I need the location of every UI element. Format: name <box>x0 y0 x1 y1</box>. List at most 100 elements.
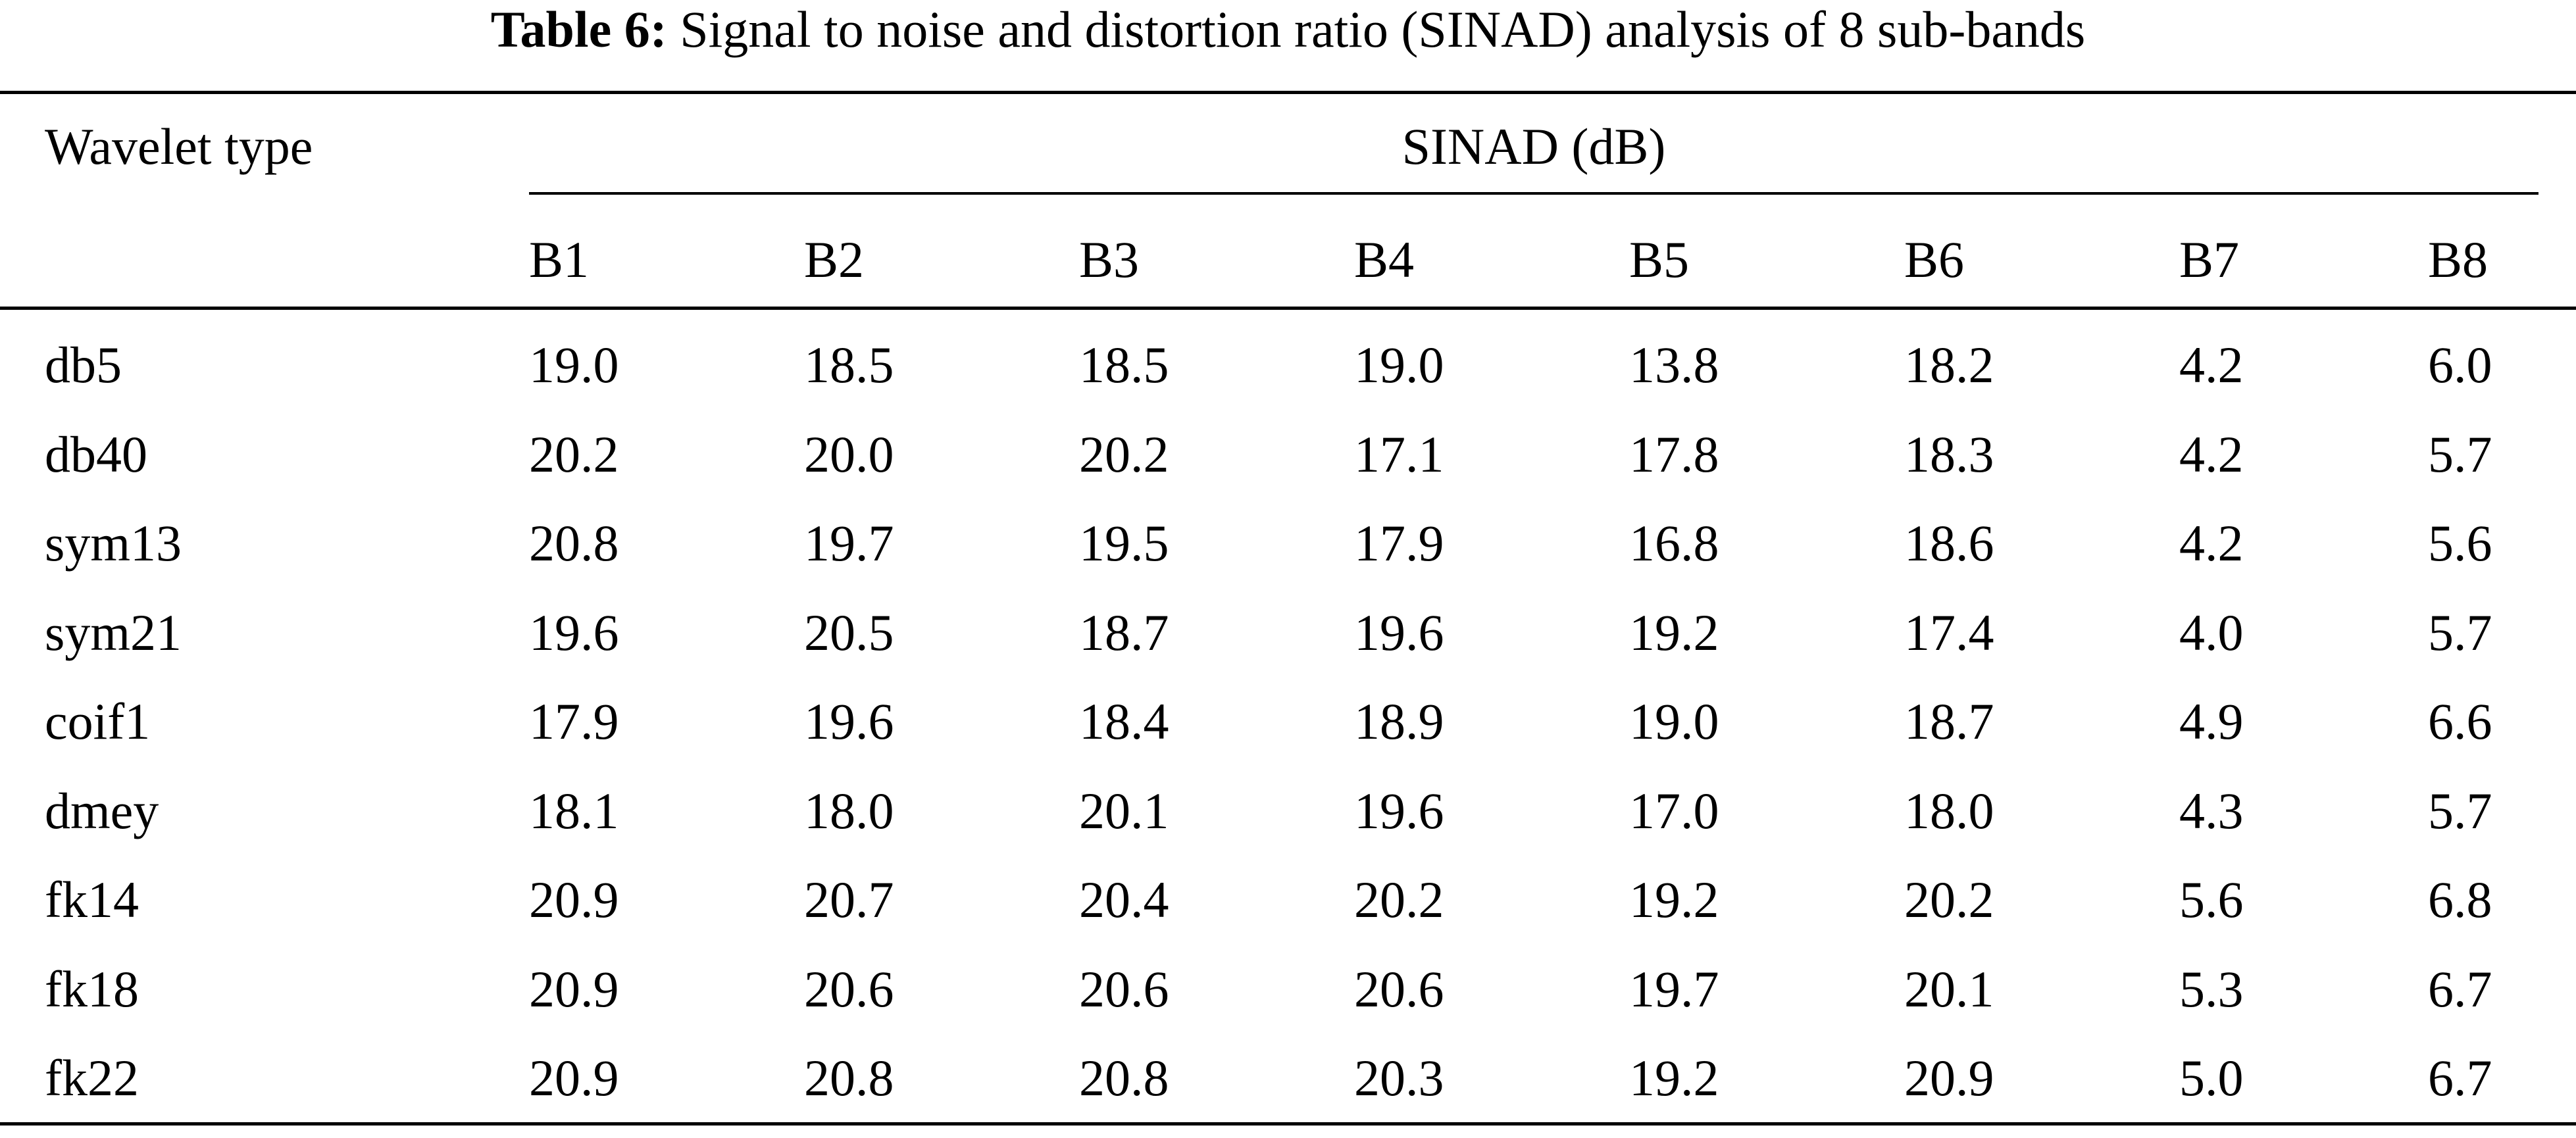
sinad-value-cell: 20.8 <box>1079 1049 1169 1106</box>
sinad-value-cell: 18.5 <box>804 336 894 393</box>
sinad-value-cell: 18.7 <box>1904 693 1994 750</box>
caption-label: Table 6: <box>490 1 667 58</box>
table-row: coif1 17.9 19.6 18.4 18.9 19.0 18.7 4.9 6.6 <box>0 692 2576 781</box>
sinad-value-cell: 5.0 <box>2179 1049 2244 1106</box>
sinad-value-cell: 18.3 <box>1904 425 1994 483</box>
sinad-value-cell: 5.6 <box>2428 514 2492 572</box>
sinad-value-cell: 5.3 <box>2179 960 2244 1018</box>
sinad-value-cell: 6.6 <box>2428 693 2492 750</box>
band-header-b4: B4 <box>1354 231 1415 288</box>
sinad-value-cell: 20.8 <box>804 1049 894 1106</box>
sinad-value-cell: 19.0 <box>1354 336 1444 393</box>
sinad-value-cell: 5.6 <box>2179 871 2244 928</box>
sinad-value-cell: 19.2 <box>1629 1049 1719 1106</box>
sinad-value-cell: 6.7 <box>2428 960 2492 1018</box>
sinad-value-cell: 20.2 <box>1904 871 1994 928</box>
sinad-value-cell: 20.2 <box>1354 871 1444 928</box>
band-header-b7: B7 <box>2179 231 2240 288</box>
sinad-value-cell: 20.6 <box>1079 960 1169 1018</box>
table-row: dmey 18.1 18.0 20.1 19.6 17.0 18.0 4.3 5.7 <box>0 781 2576 871</box>
sinad-value-cell: 19.2 <box>1629 871 1719 928</box>
sinad-value-cell: 18.6 <box>1904 514 1994 572</box>
wavelet-type-header: Wavelet type <box>45 118 313 175</box>
header-rule <box>0 307 2576 310</box>
wavelet-name-cell: db5 <box>45 336 122 393</box>
sinad-value-cell: 19.6 <box>804 693 894 750</box>
sinad-value-cell: 18.4 <box>1079 693 1169 750</box>
sinad-value-cell: 17.8 <box>1629 425 1719 483</box>
sinad-value-cell: 19.0 <box>529 336 619 393</box>
sinad-value-cell: 18.1 <box>529 781 619 839</box>
sinad-value-cell: 20.2 <box>1079 425 1169 483</box>
sinad-value-cell: 17.9 <box>1354 514 1444 572</box>
band-header-b1: B1 <box>529 231 590 288</box>
wavelet-name-cell: db40 <box>45 425 147 483</box>
band-header-b3: B3 <box>1079 231 1140 288</box>
sinad-value-cell: 18.0 <box>1904 781 1994 839</box>
sinad-value-cell: 19.5 <box>1079 514 1169 572</box>
sinad-value-cell: 20.2 <box>529 425 619 483</box>
bottom-rule <box>0 1122 2576 1126</box>
sinad-value-cell: 20.9 <box>1904 1049 1994 1106</box>
sinad-value-cell: 19.7 <box>804 514 894 572</box>
sinad-value-cell: 20.1 <box>1904 960 1994 1018</box>
sinad-value-cell: 17.1 <box>1354 425 1444 483</box>
sinad-value-cell: 20.4 <box>1079 871 1169 928</box>
wavelet-name-cell: fk18 <box>45 960 139 1018</box>
sinad-value-cell: 20.6 <box>804 960 894 1018</box>
sinad-value-cell: 16.8 <box>1629 514 1719 572</box>
sinad-value-cell: 20.9 <box>529 871 619 928</box>
wavelet-name-cell: sym21 <box>45 603 182 661</box>
wavelet-name-cell: coif1 <box>45 693 151 750</box>
table-row: sym21 19.6 20.5 18.7 19.6 19.2 17.4 4.0 5.7 <box>0 603 2576 693</box>
sinad-value-cell: 5.7 <box>2428 603 2492 661</box>
table-caption: Table 6: Signal to noise and distortion … <box>0 0 2576 59</box>
sinad-value-cell: 6.8 <box>2428 871 2492 928</box>
sinad-value-cell: 20.6 <box>1354 960 1444 1018</box>
sinad-value-cell: 4.2 <box>2179 425 2244 483</box>
table-row: fk18 20.9 20.6 20.6 20.6 19.7 20.1 5.3 6.7 <box>0 960 2576 1049</box>
table-row: db5 19.0 18.5 18.5 19.0 13.8 18.2 4.2 6.0 <box>0 335 2576 425</box>
sinad-value-cell: 19.2 <box>1629 603 1719 661</box>
sinad-value-cell: 20.7 <box>804 871 894 928</box>
sinad-value-cell: 19.7 <box>1629 960 1719 1018</box>
table-row: fk14 20.9 20.7 20.4 20.2 19.2 20.2 5.6 6.8 <box>0 870 2576 960</box>
wavelet-name-cell: sym13 <box>45 514 182 572</box>
sinad-value-cell: 19.0 <box>1629 693 1719 750</box>
sinad-value-cell: 13.8 <box>1629 336 1719 393</box>
wavelet-name-cell: fk14 <box>45 871 139 928</box>
caption-text: Signal to noise and distortion ratio (SI… <box>680 1 2086 58</box>
sinad-value-cell: 17.9 <box>529 693 619 750</box>
sinad-value-cell: 4.9 <box>2179 693 2244 750</box>
sinad-value-cell: 20.1 <box>1079 781 1169 839</box>
sinad-value-cell: 5.7 <box>2428 425 2492 483</box>
table-row: db40 20.2 20.0 20.2 17.1 17.8 18.3 4.2 5.7 <box>0 425 2576 514</box>
sinad-value-cell: 20.9 <box>529 960 619 1018</box>
band-header-b8: B8 <box>2428 231 2488 288</box>
sinad-value-cell: 18.0 <box>804 781 894 839</box>
sinad-value-cell: 18.7 <box>1079 603 1169 661</box>
sinad-value-cell: 20.5 <box>804 603 894 661</box>
sinad-value-cell: 20.9 <box>529 1049 619 1106</box>
sinad-value-cell: 19.6 <box>1354 781 1444 839</box>
sinad-value-cell: 20.3 <box>1354 1049 1444 1106</box>
sinad-value-cell: 5.7 <box>2428 781 2492 839</box>
sinad-value-cell: 17.4 <box>1904 603 1994 661</box>
group-rule <box>529 192 2538 195</box>
table-row: fk22 20.9 20.8 20.8 20.3 19.2 20.9 5.0 6.7 <box>0 1049 2576 1138</box>
sinad-value-cell: 18.9 <box>1354 693 1444 750</box>
wavelet-name-cell: fk22 <box>45 1049 139 1106</box>
sinad-value-cell: 18.5 <box>1079 336 1169 393</box>
sinad-value-cell: 6.0 <box>2428 336 2492 393</box>
band-header-b2: B2 <box>804 231 865 288</box>
top-rule <box>0 91 2576 94</box>
band-header-b5: B5 <box>1629 231 1690 288</box>
band-header-row: B1 B2 B3 B4 B5 B6 B7 B8 <box>0 230 2576 289</box>
sinad-value-cell: 4.3 <box>2179 781 2244 839</box>
sinad-value-cell: 4.0 <box>2179 603 2244 661</box>
table-body: db5 19.0 18.5 18.5 19.0 13.8 18.2 4.2 6.0 db40 20.… <box>0 335 2576 1138</box>
sinad-value-cell: 20.8 <box>529 514 619 572</box>
sinad-value-cell: 20.0 <box>804 425 894 483</box>
sinad-group-header: SINAD (dB) <box>1402 118 1666 175</box>
